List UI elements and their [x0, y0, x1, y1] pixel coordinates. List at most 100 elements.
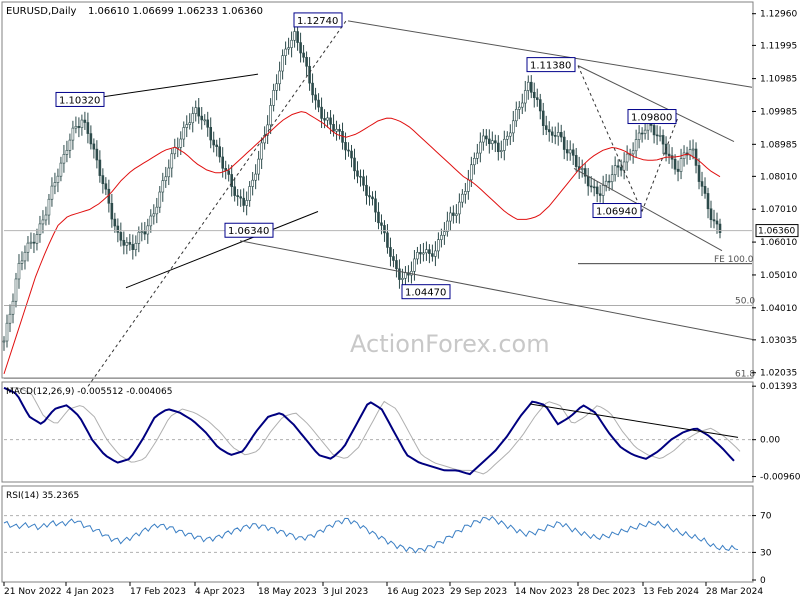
candle-body	[562, 136, 566, 150]
candle-body	[170, 153, 174, 169]
price-y-tick-label: 1.04010	[760, 304, 797, 314]
rsi-panel-frame	[1, 485, 754, 583]
candle-body	[137, 231, 141, 244]
projection-line	[577, 65, 643, 212]
candle-body	[703, 186, 707, 194]
candle-body	[398, 268, 401, 280]
candle-body	[332, 124, 335, 132]
candle-body	[17, 263, 21, 280]
candle-body	[613, 165, 617, 176]
candle-body	[547, 129, 551, 133]
candle-body	[140, 231, 144, 233]
trend-line	[347, 20, 753, 88]
candle-body	[634, 139, 638, 152]
candle-body	[110, 203, 114, 220]
candle-body	[359, 175, 362, 178]
candle-body	[14, 278, 18, 302]
candle-body	[101, 175, 105, 185]
candle-body	[329, 117, 332, 125]
candle-body	[299, 42, 302, 54]
candle-body	[592, 186, 596, 189]
candle-body	[595, 186, 599, 195]
candle-body	[197, 107, 201, 117]
trend-line	[77, 73, 259, 101]
candle-body	[574, 155, 578, 167]
candle-body	[155, 206, 159, 215]
candle-body	[443, 231, 446, 236]
candle-body	[8, 313, 12, 324]
candle-body	[440, 234, 443, 240]
candle-body	[431, 253, 434, 257]
candle-body	[194, 107, 198, 114]
candle-body	[631, 150, 635, 155]
candle-body	[511, 120, 515, 134]
ohlc-label: 1.06610 1.06699 1.06233 1.06360	[88, 6, 263, 17]
candle-body	[541, 110, 545, 126]
x-tick-label: 18 May 2023	[258, 587, 317, 597]
candle-body	[356, 170, 359, 177]
candle-body	[553, 135, 557, 137]
price-label: 1.10320	[55, 91, 105, 107]
candle-body	[455, 213, 458, 216]
candle-body	[335, 128, 338, 132]
candle-body	[95, 148, 99, 161]
price-y-tick-label: 1.07010	[760, 205, 797, 215]
rsi-y-tick-label: 70	[760, 512, 772, 522]
candle-body	[625, 153, 629, 163]
candle-body	[59, 162, 63, 177]
current-price-label: 1.06360	[758, 227, 795, 237]
candle-body	[709, 208, 713, 220]
candle-body	[215, 144, 219, 147]
candle-body	[146, 225, 150, 235]
candle-body	[700, 181, 704, 187]
price-y-tick-label: 1.08985	[760, 140, 797, 150]
candle-body	[278, 70, 281, 85]
x-tick-label: 29 Sep 2023	[450, 587, 507, 597]
x-tick-label: 14 Nov 2023	[515, 587, 573, 597]
candle-body	[125, 242, 129, 246]
candle-body	[580, 168, 584, 170]
price-layer: FE 100.0 50.0 61.8 1.10320 1.12740 1.11380 1.0…	[2, 12, 755, 387]
candle-body	[544, 125, 548, 130]
macd-line	[3, 386, 735, 476]
x-tick-label: 21 Nov 2022	[4, 587, 62, 597]
candle-body	[571, 149, 575, 156]
candle-body	[302, 52, 305, 58]
candle-body	[212, 139, 216, 146]
candle-body	[131, 244, 135, 250]
price-y-tick-label: 1.02035	[760, 369, 797, 379]
macd-trend-line	[529, 403, 739, 438]
candle-body	[221, 156, 224, 169]
candle-body	[344, 142, 347, 151]
candle-body	[200, 115, 204, 121]
candle-body	[320, 106, 323, 119]
candle-body	[386, 232, 389, 248]
candle-body	[500, 150, 503, 152]
candle-body	[11, 300, 15, 315]
sma-line	[3, 111, 721, 375]
candle-body	[697, 165, 701, 182]
candle-body	[311, 82, 314, 96]
candle-body	[565, 149, 569, 154]
rsi-y-tick-label: 0	[760, 576, 766, 586]
candle-body	[281, 55, 284, 72]
trend-line	[573, 168, 723, 252]
candle-body	[62, 154, 66, 164]
candle-body	[113, 218, 117, 227]
candle-body	[47, 198, 51, 216]
candle-body	[520, 102, 524, 108]
candle-body	[164, 176, 168, 181]
candle-body	[559, 132, 563, 138]
candle-body	[362, 176, 365, 186]
candle-body	[383, 225, 386, 234]
candle-body	[377, 211, 380, 224]
candle-body	[71, 127, 75, 141]
candle-body	[404, 272, 407, 279]
price-label-text: 1.10320	[59, 95, 100, 106]
candle-body	[158, 191, 162, 208]
candle-body	[353, 157, 356, 172]
candle-body	[497, 142, 500, 152]
rsi-layer: RSI(14) 35.2365	[3, 491, 752, 554]
price-label-box	[401, 284, 451, 300]
